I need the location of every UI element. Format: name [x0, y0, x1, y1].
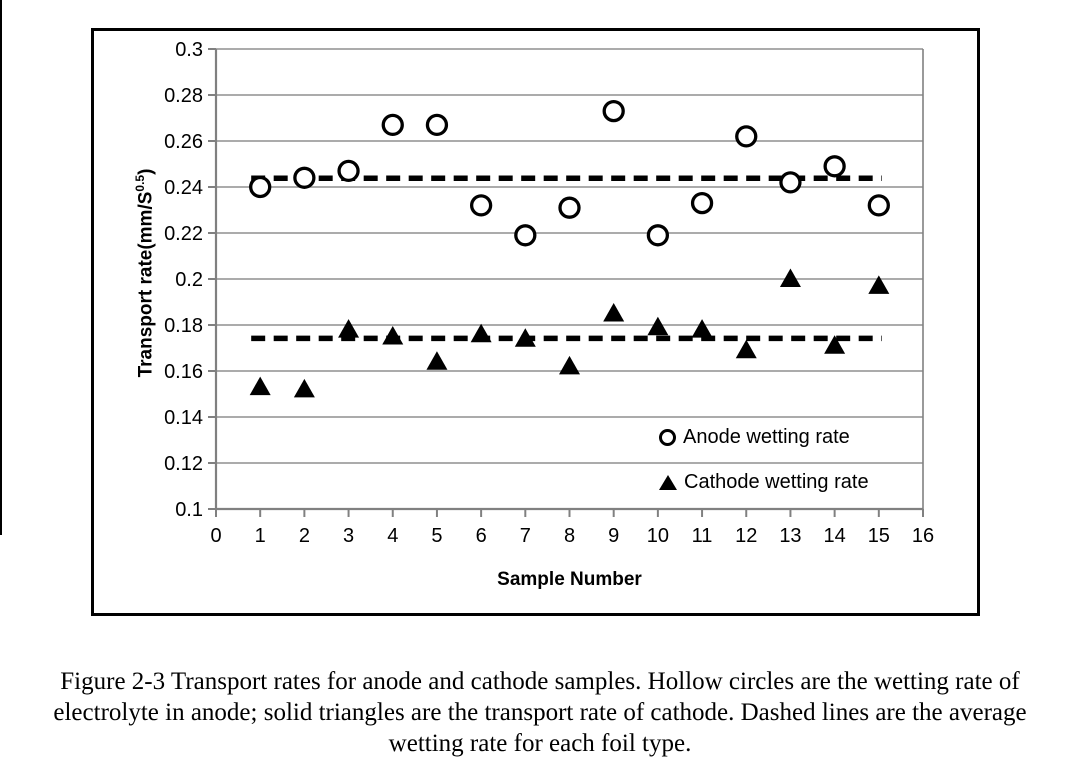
- legend-label-anode: Anode wetting rate: [683, 426, 850, 448]
- y-tick-label: 0.16: [164, 361, 203, 383]
- y-tick-label: 0.1: [175, 499, 203, 521]
- x-tick-label: 15: [868, 525, 890, 547]
- y-tick-label: 0.2: [175, 269, 203, 291]
- x-tick-label: 4: [387, 525, 398, 547]
- x-tick-label: 12: [735, 525, 757, 547]
- y-tick-label: 0.28: [164, 85, 203, 107]
- anode-point: [337, 159, 360, 183]
- y-axis-title-superscript: 0.5: [133, 174, 147, 192]
- x-tick-label: 3: [343, 525, 354, 547]
- x-tick-label: 11: [692, 525, 713, 547]
- anode-point: [779, 171, 802, 194]
- cathode-point: [249, 376, 271, 396]
- chart-plot-area: 0.30.280.260.240.220.20.180.160.140.120.…: [164, 39, 934, 547]
- hollow-circle-legend-icon: [659, 429, 676, 446]
- y-tick-label: 0.14: [164, 407, 203, 429]
- legend-entry-anode: Anode wetting rate: [659, 426, 850, 449]
- cathode-point: [514, 328, 536, 347]
- x-tick-label: 2: [299, 525, 310, 547]
- cathode-point: [426, 351, 448, 370]
- cathode-point: [691, 319, 713, 338]
- y-tick-label: 0.22: [164, 223, 203, 245]
- cathode-point: [559, 355, 580, 375]
- x-tick-label: 1: [255, 525, 266, 547]
- cathode-point: [868, 275, 890, 294]
- y-tick-label: 0.18: [164, 315, 203, 337]
- cathode-point: [382, 326, 404, 345]
- x-tick-label: 13: [779, 525, 801, 547]
- x-tick-label: 7: [520, 525, 531, 547]
- cathode-point: [293, 378, 315, 398]
- x-tick-label: 5: [431, 525, 442, 547]
- cathode-point: [779, 268, 801, 287]
- anode-point: [646, 224, 670, 247]
- y-tick-label: 0.12: [164, 453, 203, 475]
- cathode-point: [338, 319, 360, 338]
- legend-entry-cathode: Cathode wetting rate: [659, 471, 869, 494]
- anode-point: [425, 113, 449, 137]
- y-axis-title: Transport rate(mm/S0.5): [133, 148, 161, 398]
- caption-line-2: electrolyte in anode; solid triangles ar…: [53, 699, 1027, 726]
- cathode-point: [824, 335, 846, 354]
- anode-point: [690, 191, 714, 215]
- cathode-point: [735, 339, 757, 359]
- cathode-point: [470, 323, 492, 343]
- caption-line-1: Figure 2-3 Transport rates for anode and…: [60, 668, 1020, 695]
- legend-label-cathode: Cathode wetting rate: [684, 471, 869, 493]
- cathode-point: [647, 316, 669, 336]
- anode-point: [469, 194, 493, 217]
- y-axis-title-text: Transport rate(mm/S: [135, 191, 157, 378]
- x-tick-label: 6: [476, 525, 487, 547]
- caption-line-3: wetting rate for each foil type.: [388, 730, 692, 757]
- x-axis-title: Sample Number: [497, 569, 642, 590]
- cathode-point: [603, 303, 625, 322]
- anode-point: [558, 196, 581, 219]
- y-tick-label: 0.26: [164, 131, 203, 153]
- anode-point: [514, 224, 537, 247]
- anode-point: [867, 194, 890, 217]
- chart-frame: 0.3 0.28 0.26 0.24 0.22 0.2 0.18 0.16 0.14 0.12 0.…: [91, 28, 980, 616]
- anode-point: [602, 99, 625, 123]
- anode-point: [823, 155, 846, 178]
- anode-point: [293, 166, 316, 189]
- y-tick-label: 0.3: [175, 39, 203, 61]
- x-tick-label: 10: [647, 525, 669, 547]
- x-tick-label: 14: [824, 525, 846, 547]
- y-tick-label: 0.24: [164, 177, 203, 199]
- x-tick-label: 0: [210, 525, 221, 547]
- x-tick-label: 16: [912, 525, 934, 547]
- solid-triangle-legend-icon: [659, 475, 677, 490]
- x-tick-label: 9: [608, 525, 619, 547]
- x-tick-label: 8: [564, 525, 575, 547]
- anode-point: [249, 175, 272, 199]
- figure-caption: Figure 2-3 Transport rates for anode and…: [0, 666, 1080, 759]
- anode-point: [735, 125, 758, 148]
- y-axis-title-close: ): [135, 168, 157, 175]
- anode-point: [381, 113, 404, 137]
- page-scan-edge-line: [0, 0, 2, 535]
